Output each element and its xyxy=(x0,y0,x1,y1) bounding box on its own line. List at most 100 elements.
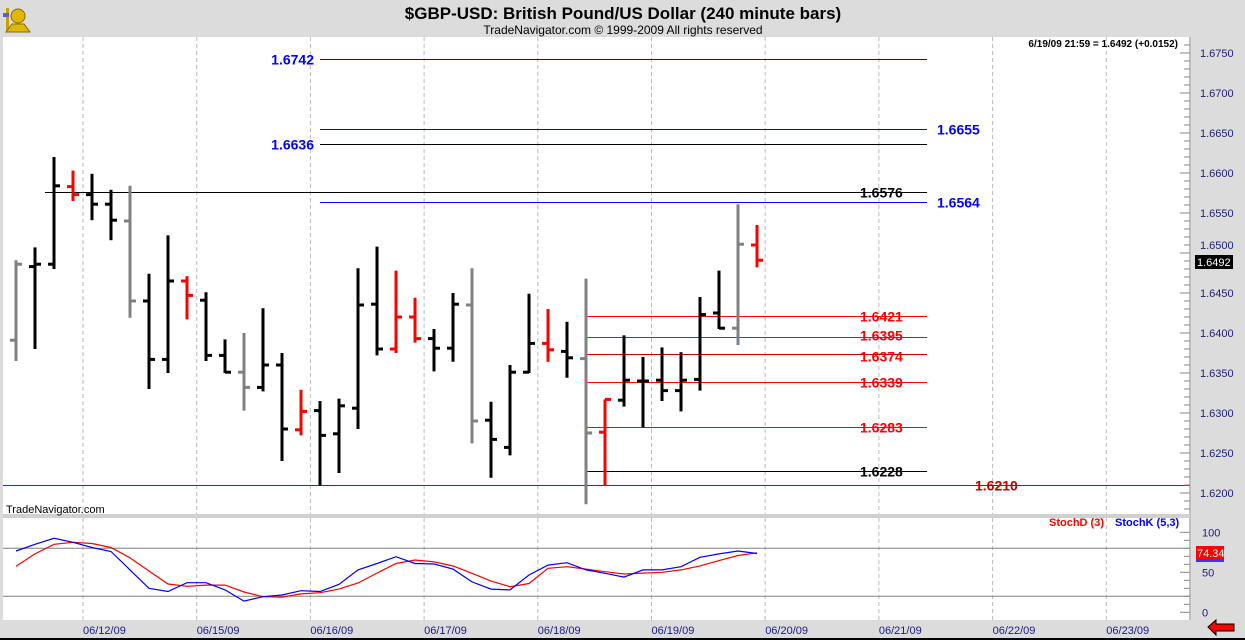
ohlc-bar xyxy=(238,333,250,411)
ohlc-bar xyxy=(751,225,763,268)
scroll-left-arrow-icon[interactable] xyxy=(1207,618,1235,637)
price-tick-label: 1.6650 xyxy=(1200,128,1234,140)
ohlc-bar xyxy=(48,157,60,269)
ohlc-bar xyxy=(295,389,307,436)
date-label: 06/12/09 xyxy=(83,625,126,637)
last-price-info: 6/19/09 21:59 = 1.6492 (+0.0152) xyxy=(1028,39,1178,50)
date-label: 06/21/09 xyxy=(879,625,922,637)
legend-stochd: StochD (3) xyxy=(1049,517,1104,529)
title-bar xyxy=(0,0,1245,37)
ohlc-bar xyxy=(333,398,345,473)
ohlc-bar xyxy=(219,339,231,374)
ohlc-bar xyxy=(637,357,649,428)
last-price-value: 1.6492 xyxy=(1197,257,1231,269)
date-label: 06/18/09 xyxy=(538,625,581,637)
legend-stochk: StochK (5,3) xyxy=(1115,517,1180,529)
ohlc-bar xyxy=(580,278,592,505)
ohlc-bar xyxy=(447,293,459,362)
price-tick-label: 1.6700 xyxy=(1200,88,1234,100)
ohlc-bar xyxy=(694,297,706,391)
price-panel xyxy=(3,37,1190,514)
ohlc-bar xyxy=(314,401,326,486)
stochastic-axis: 100 50 0 xyxy=(1180,527,1220,619)
ohlc-bar xyxy=(105,189,117,241)
ohlc-bar xyxy=(409,297,421,343)
ohlc-bar xyxy=(181,276,193,320)
stoch-tick-label: 100 xyxy=(1202,527,1220,539)
ohlc-bar xyxy=(561,321,573,378)
date-label: 06/15/09 xyxy=(197,625,240,637)
panel-divider xyxy=(3,514,1190,518)
ohlc-bar xyxy=(485,401,497,478)
price-tick-label: 1.6250 xyxy=(1200,448,1234,460)
ohlc-bar xyxy=(162,235,174,373)
level-label: 1.6339 xyxy=(860,375,903,391)
price-tick-label: 1.6750 xyxy=(1200,48,1234,60)
stochastic-lines xyxy=(3,537,1190,602)
price-tick-label: 1.6600 xyxy=(1200,168,1234,180)
price-tick-label: 1.6200 xyxy=(1200,488,1234,500)
vertical-gridlines xyxy=(3,37,1190,620)
ohlc-bar xyxy=(29,247,41,349)
price-tick-label: 1.6400 xyxy=(1200,328,1234,340)
stoch-last-value: 74.34 xyxy=(1197,548,1225,560)
chart-title: $GBP-USD: British Pound/US Dollar (240 m… xyxy=(405,4,841,23)
ohlc-bar xyxy=(352,268,364,429)
price-tick-label: 1.6500 xyxy=(1200,240,1234,252)
price-axis: 1.6750 1.6700 1.6650 1.6600 1.6550 1.6500 1.64… xyxy=(1180,44,1234,510)
ohlc-bar xyxy=(542,309,554,362)
level-label: 1.6655 xyxy=(937,122,980,138)
date-label: 06/19/09 xyxy=(652,625,695,637)
date-label: 06/22/09 xyxy=(993,625,1036,637)
ohlc-bar xyxy=(732,204,744,345)
last-price-badge xyxy=(1195,255,1233,269)
level-lines: 1.6742 1.6655 1.6636 1.6576 1.6564 1.6421 1.63… xyxy=(3,52,1190,494)
ohlc-bar xyxy=(86,173,98,221)
level-label: 1.6576 xyxy=(860,185,903,201)
ohlc-bar xyxy=(371,246,383,356)
ohlc-bar xyxy=(143,273,155,389)
date-label: 06/23/09 xyxy=(1106,625,1149,637)
date-label: 06/17/09 xyxy=(424,625,467,637)
stoch-tick-label: 0 xyxy=(1202,607,1208,619)
date-axis: 06/12/09 06/15/09 06/16/09 06/17/09 06/18/09… xyxy=(83,625,1149,637)
stoch-series-line xyxy=(15,537,758,602)
ohlc-bar xyxy=(618,335,630,407)
ohlc-bar xyxy=(675,352,687,412)
price-tick-label: 1.6450 xyxy=(1200,288,1234,300)
ohlc-bar xyxy=(599,397,611,486)
level-label: 1.6228 xyxy=(860,464,903,480)
ohlc-bar xyxy=(276,353,288,461)
level-label: 1.6636 xyxy=(271,137,314,153)
level-label: 1.6742 xyxy=(271,52,314,68)
ohlc-bar xyxy=(713,270,725,330)
stoch-tick-label: 50 xyxy=(1202,567,1214,579)
stoch-last-badge xyxy=(1196,546,1224,560)
date-label: 06/20/09 xyxy=(765,625,808,637)
price-tick-label: 1.6550 xyxy=(1200,208,1234,220)
ohlc-bar xyxy=(10,260,22,361)
stochastic-panel xyxy=(3,518,1190,620)
copyright-subtitle: TradeNavigator.com © 1999-2009 All right… xyxy=(483,23,762,37)
level-label: 1.6564 xyxy=(937,195,980,211)
ohlc-bar xyxy=(257,308,269,392)
ohlc-bar xyxy=(428,329,440,372)
level-label: 1.6374 xyxy=(860,349,903,365)
ohlc-bar xyxy=(656,347,668,401)
watermark: TradeNavigator.com xyxy=(6,504,105,516)
ohlc-bar xyxy=(466,268,478,444)
level-label: 1.6421 xyxy=(860,309,903,325)
ohlc-bar xyxy=(504,365,516,456)
level-label: 1.6283 xyxy=(860,420,903,436)
ohlc-bar xyxy=(124,185,136,318)
app-logo-icon xyxy=(3,8,31,33)
price-tick-label: 1.6300 xyxy=(1200,408,1234,420)
date-label: 06/16/09 xyxy=(310,625,353,637)
ohlc-bar xyxy=(67,170,79,201)
ohlc-bar xyxy=(390,270,402,353)
ohlc-bar xyxy=(200,292,212,361)
ohlc-bar xyxy=(523,293,535,374)
level-label: 1.6210 xyxy=(975,478,1018,494)
level-label: 1.6395 xyxy=(860,328,903,344)
